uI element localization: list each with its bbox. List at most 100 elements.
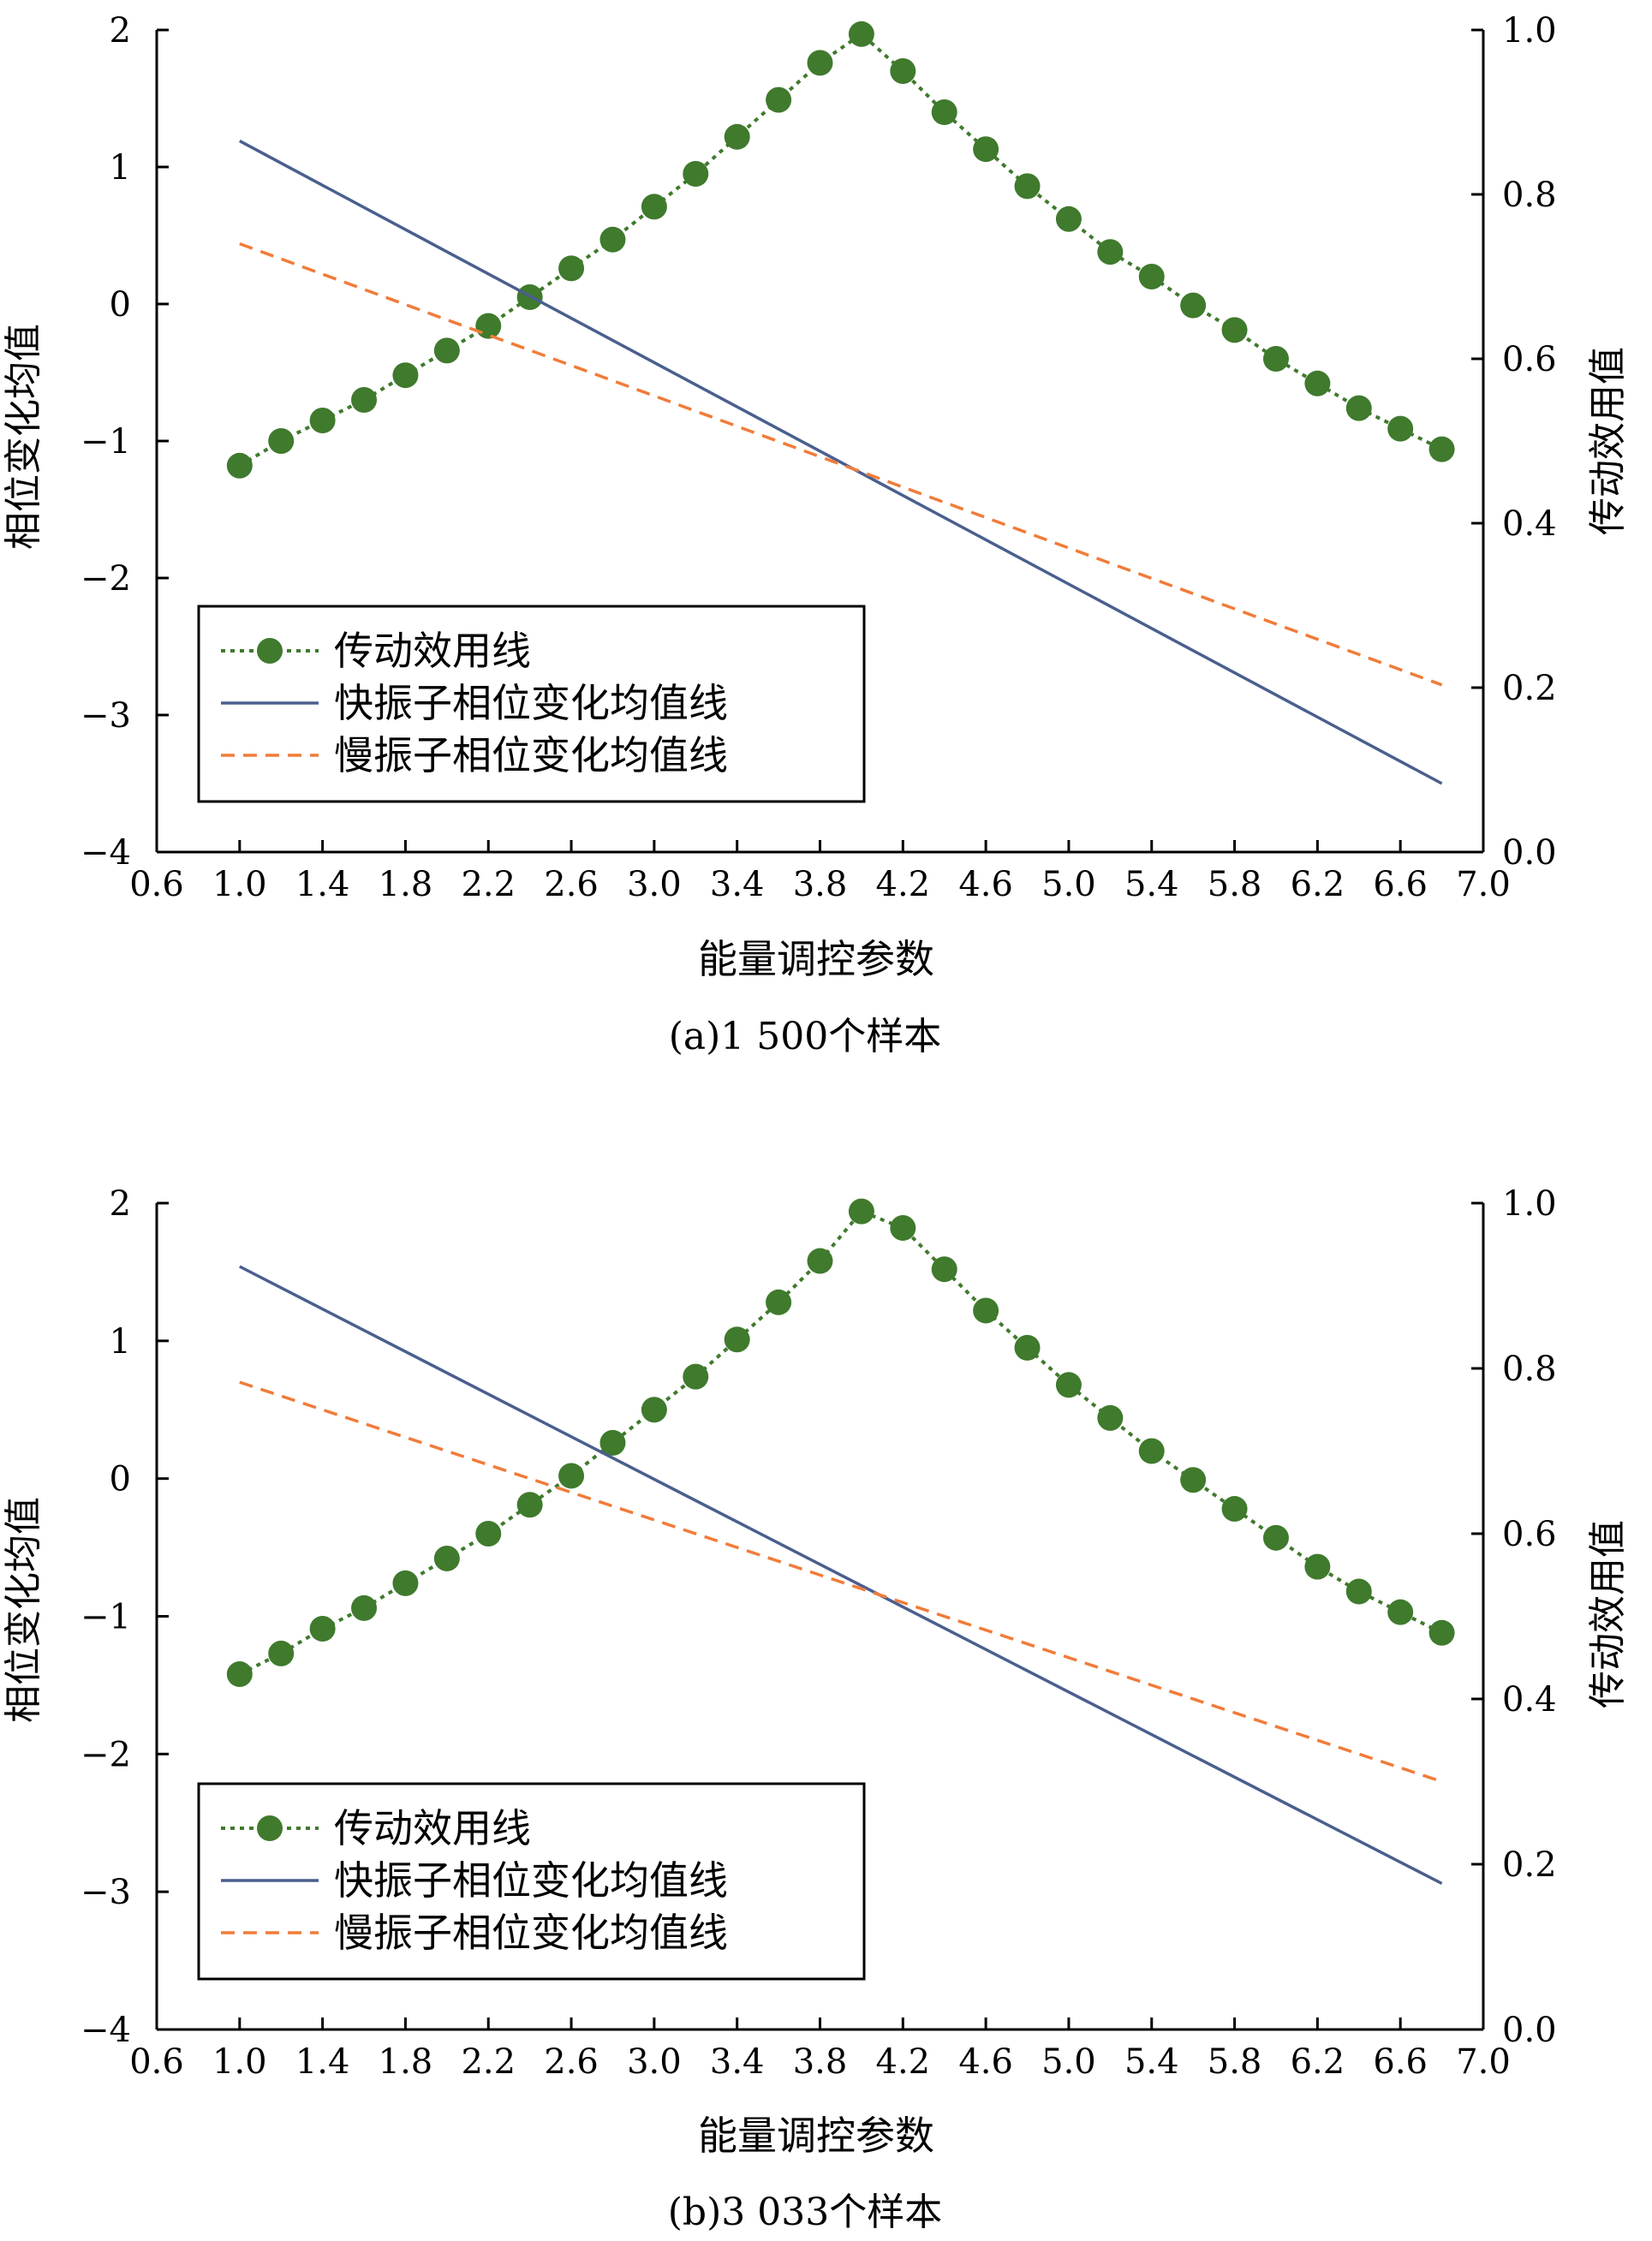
x-tick-label: 6.2 [1291, 2042, 1345, 2082]
right-axis-label: 传动效用值 [1586, 347, 1630, 535]
y-left-tick-label: 0 [110, 285, 131, 325]
right-axis-label: 传动效用值 [1586, 1520, 1630, 1708]
utility-point [226, 452, 253, 479]
utility-point [268, 428, 295, 454]
utility-point [890, 58, 916, 84]
x-tick-label: 3.0 [627, 865, 682, 904]
y-right-tick-label: 0.0 [1502, 2011, 1557, 2050]
y-right-tick-label: 0.0 [1502, 833, 1557, 873]
x-tick-label: 4.6 [958, 2042, 1013, 2082]
y-right-tick-label: 0.8 [1502, 1350, 1557, 1389]
x-axis-label: 能量调控参数 [698, 936, 934, 982]
utility-point [1387, 415, 1414, 442]
utility-line [238, 32, 1443, 468]
y-right-tick-label: 1.0 [1502, 11, 1557, 51]
y-left-tick-label: −1 [81, 1598, 131, 1637]
x-tick-label: 3.8 [793, 865, 848, 904]
x-tick-label: 5.0 [1041, 865, 1096, 904]
utility-point [766, 1289, 792, 1315]
x-tick-label: 1.8 [379, 865, 433, 904]
x-tick-label: 4.6 [958, 865, 1013, 904]
fast-oscillator-line [239, 1265, 1443, 1886]
y-left-tick-label: −3 [81, 1873, 131, 1912]
utility-point [475, 313, 502, 339]
y-right-tick-label: 1.0 [1502, 1184, 1557, 1224]
utility-point [931, 1256, 957, 1283]
utility-point [599, 1429, 626, 1456]
x-tick-label: 5.0 [1041, 2042, 1096, 2082]
utility-point [641, 194, 667, 220]
utility-point [1428, 1619, 1455, 1646]
y-right-tick-label: 0.6 [1502, 340, 1557, 379]
x-tick-label: 5.8 [1208, 2042, 1262, 2082]
utility-point [558, 1463, 585, 1489]
utility-point [1097, 239, 1124, 265]
x-tick-label: 5.4 [1124, 2042, 1179, 2082]
y-left-tick-label: −4 [81, 2011, 131, 2050]
utility-point [1014, 1334, 1041, 1361]
utility-point [268, 1640, 295, 1666]
utility-point [475, 1521, 502, 1547]
legend-marker-utility [257, 638, 283, 664]
utility-point [599, 226, 626, 253]
x-axis-label: 能量调控参数 [698, 2113, 934, 2159]
x-tick-label: 4.2 [876, 2042, 931, 2082]
utility-point [392, 362, 419, 389]
utility-point [973, 1297, 999, 1324]
utility-point [724, 1326, 750, 1353]
utility-point [1262, 1524, 1289, 1551]
legend-label: 慢振子相位变化均值线 [334, 732, 728, 778]
utility-point [1304, 1553, 1331, 1580]
utility-point [516, 1492, 543, 1518]
x-tick-label: 1.8 [379, 2042, 433, 2082]
utility-point [724, 123, 750, 150]
utility-point [351, 387, 378, 413]
y-right-tick-label: 0.4 [1502, 504, 1557, 544]
left-axis-label: 相位变化均值 [2, 324, 45, 550]
utility-point [807, 50, 833, 76]
y-left-tick-label: 1 [110, 1322, 131, 1362]
x-tick-label: 6.2 [1291, 865, 1345, 904]
chart-panel-a: 传动效用值 相位变化均值 能量调控参数 (a)1 500个样本 0.6 1.0 1.… [2, 11, 1630, 1058]
chart-panel-b: 传动效用值 相位变化均值 能量调控参数 (b)3 033个样本 0.6 1.0 1.… [2, 1184, 1630, 2234]
x-tick-label: 0.6 [129, 865, 184, 904]
legend-label: 传动效用线 [334, 1805, 531, 1851]
y-right-tick-label: 0.6 [1502, 1515, 1557, 1554]
utility-point [309, 1615, 336, 1642]
x-tick-label: 0.6 [129, 2042, 184, 2082]
y-left-tick-label: −1 [81, 422, 131, 462]
utility-point [1138, 264, 1165, 289]
utility-point [1014, 173, 1041, 200]
x-tick-label: 6.6 [1373, 865, 1428, 904]
utility-point [392, 1570, 419, 1596]
legend-label: 传动效用线 [334, 628, 531, 674]
utility-point [1345, 395, 1372, 421]
utility-point [973, 136, 999, 163]
x-tick-label: 5.4 [1124, 865, 1179, 904]
x-tick-label: 6.6 [1373, 2042, 1428, 2082]
x-tick-label: 1.4 [295, 865, 350, 904]
x-tick-label: 5.8 [1208, 865, 1262, 904]
utility-point [848, 21, 874, 47]
x-tick-label: 3.4 [710, 2042, 765, 2082]
utility-point [683, 161, 709, 187]
y-right-tick-label: 0.2 [1502, 669, 1557, 708]
x-tick-label: 3.0 [627, 2042, 682, 2082]
figure-caption: (b)3 033个样本 [668, 2190, 942, 2234]
utility-point [351, 1594, 378, 1621]
fast-oscillator-line [238, 140, 1443, 785]
utility-point [1345, 1578, 1372, 1605]
y-left-tick-label: 2 [110, 1184, 131, 1224]
y-left-tick-label: −3 [81, 696, 131, 736]
y-right-tick-label: 0.4 [1502, 1680, 1557, 1719]
utility-point [848, 1198, 874, 1225]
utility-point [558, 255, 585, 282]
utility-point [309, 408, 336, 433]
slow-oscillator-line [239, 241, 1443, 687]
utility-point [807, 1248, 833, 1274]
legend-label: 快振子相位变化均值线 [334, 680, 728, 726]
utility-point [890, 1214, 916, 1241]
utility-point [1097, 1404, 1124, 1431]
utility-point [1180, 292, 1207, 319]
